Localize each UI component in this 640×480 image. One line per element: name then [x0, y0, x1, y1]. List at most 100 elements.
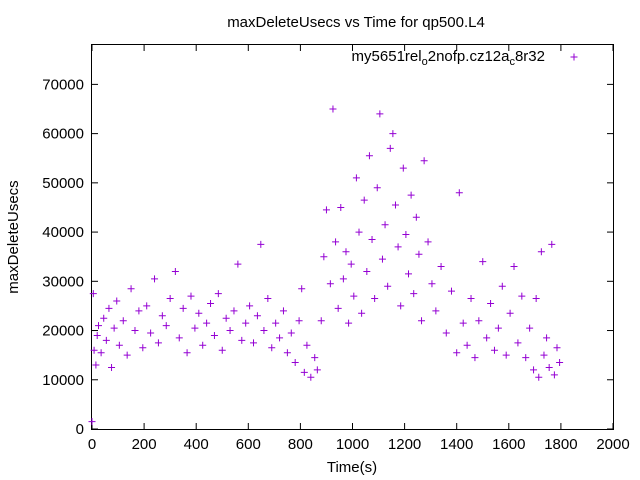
data-point	[119, 317, 127, 325]
data-point	[135, 307, 143, 315]
data-point	[334, 304, 342, 312]
data-point	[415, 250, 423, 258]
data-point	[291, 359, 299, 367]
x-tick-label: 2000	[596, 436, 629, 453]
data-point	[363, 267, 371, 275]
data-point	[108, 363, 116, 371]
data-point	[545, 363, 553, 371]
chart-legend: my5651relo2nofp.cz12ac8r32	[352, 48, 578, 68]
data-point	[222, 314, 230, 322]
data-point	[127, 285, 135, 293]
x-tick-label: 1200	[388, 436, 421, 453]
data-point	[154, 339, 162, 347]
data-point	[143, 302, 151, 310]
data-point	[300, 368, 308, 376]
data-point	[407, 191, 415, 199]
data-point	[412, 213, 420, 221]
data-point	[326, 280, 334, 288]
data-point	[337, 203, 345, 211]
data-point	[537, 248, 545, 256]
data-point	[475, 317, 483, 325]
y-axis-ticks: 0 10000 20000 30000 40000 50000 60000 70000	[42, 76, 613, 438]
data-point	[313, 366, 321, 374]
data-point	[238, 336, 246, 344]
data-point	[191, 324, 199, 332]
data-point	[214, 290, 222, 298]
data-point	[253, 312, 261, 320]
data-point	[113, 297, 121, 305]
x-tick-label: 200	[132, 436, 157, 453]
data-point	[424, 238, 432, 246]
data-point	[397, 302, 405, 310]
data-point	[272, 319, 280, 327]
data-point	[175, 334, 183, 342]
data-point	[218, 346, 226, 354]
data-point	[287, 329, 295, 337]
data-point	[105, 304, 113, 312]
data-point	[514, 339, 522, 347]
data-point	[550, 371, 558, 379]
data-point	[90, 346, 98, 354]
x-axis-ticks: 0 200 400 600 800 1000 1200 1400 1600 1800 2000	[88, 45, 630, 453]
x-tick-label: 600	[236, 436, 261, 453]
data-point	[368, 235, 376, 243]
data-point	[360, 196, 368, 204]
data-point	[490, 346, 498, 354]
x-tick-label: 1000	[336, 436, 369, 453]
data-point	[405, 270, 413, 278]
data-point	[89, 290, 97, 298]
data-point	[358, 309, 366, 317]
data-point	[151, 275, 159, 283]
legend-label: my5651relo2nofp.cz12ac8r32	[352, 48, 545, 68]
y-axis-title: maxDeleteUsecs	[5, 180, 22, 293]
data-point	[147, 329, 155, 337]
legend-marker	[570, 53, 578, 61]
data-point	[257, 240, 265, 248]
data-point	[95, 322, 103, 330]
data-point	[350, 292, 358, 300]
x-tick-label: 0	[88, 436, 96, 453]
data-point	[162, 322, 170, 330]
data-point	[556, 359, 564, 367]
x-tick-label: 400	[184, 436, 209, 453]
data-point	[195, 309, 203, 317]
data-point	[432, 307, 440, 315]
data-point	[166, 295, 174, 303]
data-point	[498, 282, 506, 290]
data-point	[322, 206, 330, 214]
data-point	[530, 366, 538, 374]
data-point	[494, 324, 502, 332]
data-point	[226, 327, 234, 335]
y-tick-label: 10000	[42, 372, 84, 389]
data-point	[394, 243, 402, 251]
y-tick-label: 50000	[42, 175, 84, 192]
data-point	[378, 255, 386, 263]
data-point	[187, 292, 195, 300]
data-point	[540, 351, 548, 359]
x-tick-label: 1800	[544, 436, 577, 453]
data-point	[279, 307, 287, 315]
data-point	[518, 292, 526, 300]
data-point	[365, 152, 373, 160]
data-point	[283, 349, 291, 357]
data-point	[210, 331, 218, 339]
data-point	[373, 184, 381, 192]
data-point	[311, 354, 319, 362]
data-point	[268, 344, 276, 352]
x-tick-label: 1400	[440, 436, 473, 453]
chart-title: maxDeleteUsecs vs Time for qp500.L4	[227, 14, 485, 31]
data-point	[532, 295, 540, 303]
data-point	[548, 240, 556, 248]
data-point	[345, 319, 353, 327]
data-point	[329, 105, 337, 113]
data-point	[320, 253, 328, 261]
data-point	[276, 334, 284, 342]
data-point	[420, 157, 428, 165]
data-point	[171, 267, 179, 275]
data-point	[463, 341, 471, 349]
data-point	[355, 228, 363, 236]
data-point	[88, 418, 96, 426]
data-point	[158, 312, 166, 320]
y-tick-label: 0	[76, 421, 84, 438]
y-tick-label: 60000	[42, 126, 84, 143]
